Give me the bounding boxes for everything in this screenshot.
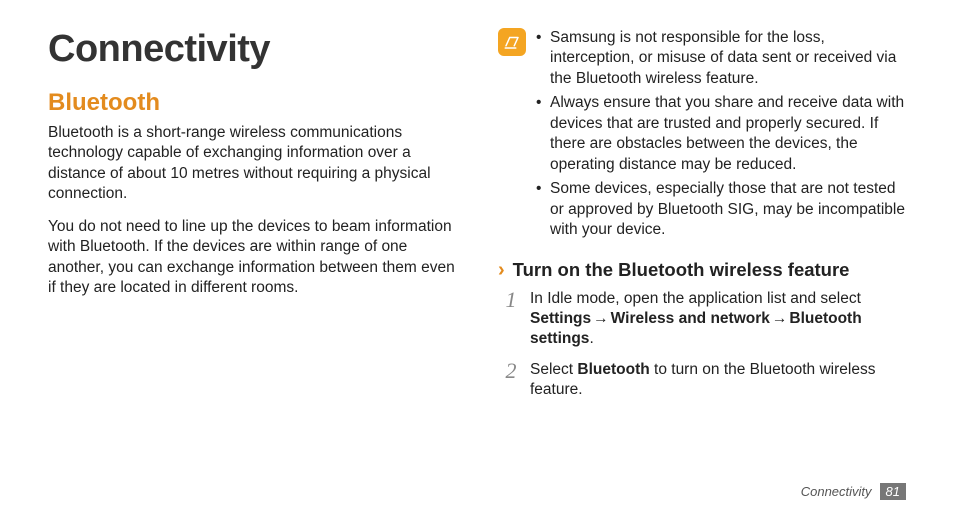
- step-body: Select Bluetooth to turn on the Bluetoot…: [530, 360, 906, 401]
- step-number: 1: [502, 289, 520, 350]
- footer-page-number: 81: [880, 483, 906, 500]
- body-paragraph: You do not need to line up the devices t…: [48, 217, 456, 299]
- arrow-right-icon: →: [770, 310, 790, 327]
- section-heading-bluetooth: Bluetooth: [48, 89, 456, 117]
- step-text: .: [589, 330, 593, 347]
- arrow-right-icon: →: [591, 310, 611, 327]
- left-column: Connectivity Bluetooth Bluetooth is a sh…: [48, 28, 456, 477]
- chevron-right-icon: ›: [498, 260, 505, 280]
- two-column-layout: Connectivity Bluetooth Bluetooth is a sh…: [48, 28, 906, 477]
- subsection-heading: › Turn on the Bluetooth wireless feature: [498, 259, 906, 281]
- note-list: Samsung is not responsible for the loss,…: [536, 28, 906, 245]
- step-text: Select: [530, 361, 577, 378]
- subsection-title: Turn on the Bluetooth wireless feature: [513, 259, 850, 281]
- nav-path-part: Settings: [530, 310, 591, 327]
- nav-bold: Bluetooth: [577, 361, 649, 378]
- page-title: Connectivity: [48, 28, 456, 71]
- numbered-step: 2 Select Bluetooth to turn on the Blueto…: [498, 360, 906, 401]
- note-block: Samsung is not responsible for the loss,…: [498, 28, 906, 245]
- body-paragraph: Bluetooth is a short-range wireless comm…: [48, 123, 456, 205]
- nav-path-part: Wireless and network: [611, 310, 770, 327]
- footer-section-label: Connectivity: [801, 484, 872, 499]
- manual-page: Connectivity Bluetooth Bluetooth is a sh…: [0, 0, 954, 518]
- right-column: Samsung is not responsible for the loss,…: [498, 28, 906, 477]
- note-item: Samsung is not responsible for the loss,…: [536, 28, 906, 89]
- numbered-step: 1 In Idle mode, open the application lis…: [498, 289, 906, 350]
- step-body: In Idle mode, open the application list …: [530, 289, 906, 350]
- note-item: Always ensure that you share and receive…: [536, 93, 906, 175]
- step-text: In Idle mode, open the application list …: [530, 290, 861, 307]
- note-icon: [498, 28, 526, 56]
- step-number: 2: [502, 360, 520, 401]
- note-item: Some devices, especially those that are …: [536, 179, 906, 240]
- page-footer: Connectivity 81: [48, 483, 906, 500]
